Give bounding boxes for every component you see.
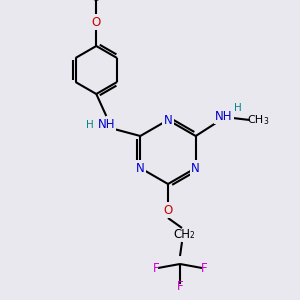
Text: CH: CH xyxy=(173,227,190,241)
Text: N: N xyxy=(164,113,172,127)
Text: NH: NH xyxy=(98,118,115,131)
Text: 2: 2 xyxy=(190,232,195,241)
Text: NH: NH xyxy=(215,110,232,122)
Text: CH: CH xyxy=(248,115,264,125)
Text: F: F xyxy=(153,262,159,275)
Text: 3: 3 xyxy=(264,118,268,127)
Text: H: H xyxy=(86,120,94,130)
Text: H: H xyxy=(234,103,242,113)
Text: N: N xyxy=(191,161,200,175)
Text: O: O xyxy=(92,16,101,28)
Text: N: N xyxy=(136,161,145,175)
Text: O: O xyxy=(164,203,172,217)
Text: F: F xyxy=(177,280,183,292)
Text: F: F xyxy=(201,262,207,275)
